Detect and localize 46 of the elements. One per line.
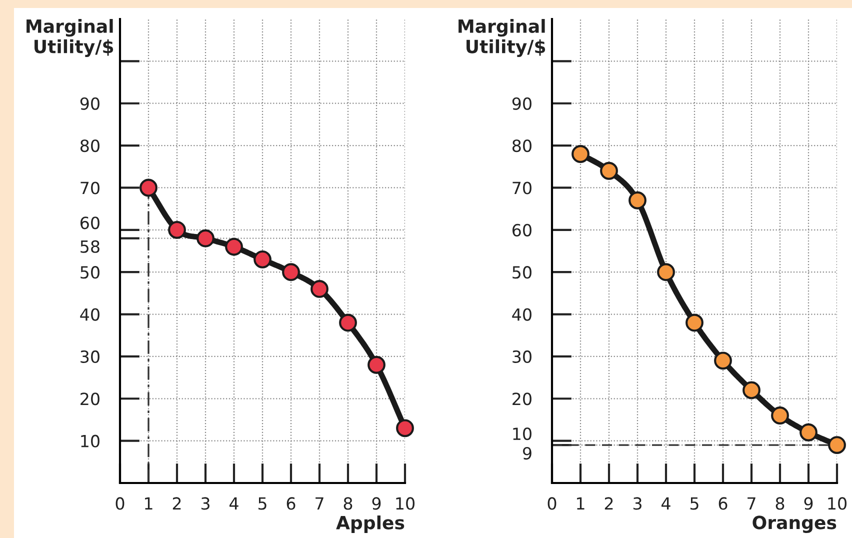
x-tick-label: 2: [172, 497, 181, 510]
x-tick-label: 1: [145, 497, 152, 510]
y-axis-title: Marginal Utility/$: [458, 19, 546, 57]
x-tick-label: 9: [804, 497, 813, 510]
x-tick-label: 5: [258, 497, 266, 510]
y-tick-label: 80: [80, 140, 100, 152]
y-tick-label: 70: [80, 182, 100, 194]
x-tick-label: 8: [776, 497, 784, 510]
y-tick-label: 30: [80, 350, 100, 364]
x-axis-title: Apples: [336, 515, 404, 533]
y-tick-label: 40: [512, 308, 532, 321]
y-tick-label: 58: [80, 240, 100, 253]
x-tick-label: 6: [286, 497, 296, 510]
y-tick-label: 20: [80, 392, 100, 406]
x-tick-label: 8: [344, 497, 352, 510]
x-tick-label: 10: [396, 497, 414, 510]
y-tick-label: 90: [80, 97, 100, 110]
x-tick-label: 5: [690, 497, 698, 510]
y-tick-label: 60: [512, 224, 532, 236]
x-tick-label: 9: [372, 497, 381, 510]
y-tick-label: 70: [512, 182, 532, 194]
y-tick-label: 60: [80, 216, 100, 230]
x-tick-label: 1: [577, 497, 584, 510]
y-tick-label: 10: [81, 434, 100, 448]
y-axis-title: Marginal Utility/$: [26, 19, 114, 57]
y-tick-label: 9: [523, 446, 532, 460]
y-tick-label: 40: [80, 308, 100, 321]
y-tick-label: 90: [512, 97, 532, 110]
x-tick-label: 3: [633, 497, 642, 510]
x-tick-label: 6: [718, 497, 728, 510]
y-tick-label: 10: [513, 427, 532, 440]
y-tick-label: 80: [512, 140, 532, 152]
y-tick-label: 20: [512, 392, 532, 406]
x-tick-label: 3: [201, 497, 210, 510]
x-tick-label: 7: [748, 497, 756, 510]
x-tick-label: 2: [604, 497, 613, 510]
y-tick-label: 50: [512, 266, 532, 279]
x-tick-label: 10: [828, 497, 846, 510]
y-tick-label: 30: [512, 350, 532, 364]
x-tick-label: 4: [662, 497, 670, 510]
x-tick-label: 0: [548, 497, 556, 510]
x-tick-label: 0: [116, 497, 124, 510]
y-tick-label: 50: [80, 266, 100, 279]
x-axis-title: Oranges: [752, 516, 836, 533]
x-tick-label: 4: [230, 497, 238, 510]
x-tick-label: 7: [316, 497, 324, 510]
